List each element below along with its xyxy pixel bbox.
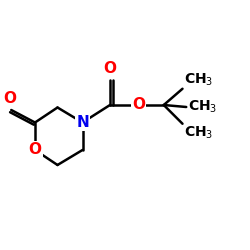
Text: CH$_3$: CH$_3$ xyxy=(184,125,213,142)
Text: O: O xyxy=(28,142,42,158)
Text: O: O xyxy=(132,98,145,112)
Text: O: O xyxy=(4,91,16,106)
Text: O: O xyxy=(104,61,117,76)
Text: CH$_3$: CH$_3$ xyxy=(188,99,217,115)
Text: N: N xyxy=(76,115,89,130)
Text: CH$_3$: CH$_3$ xyxy=(184,71,213,88)
